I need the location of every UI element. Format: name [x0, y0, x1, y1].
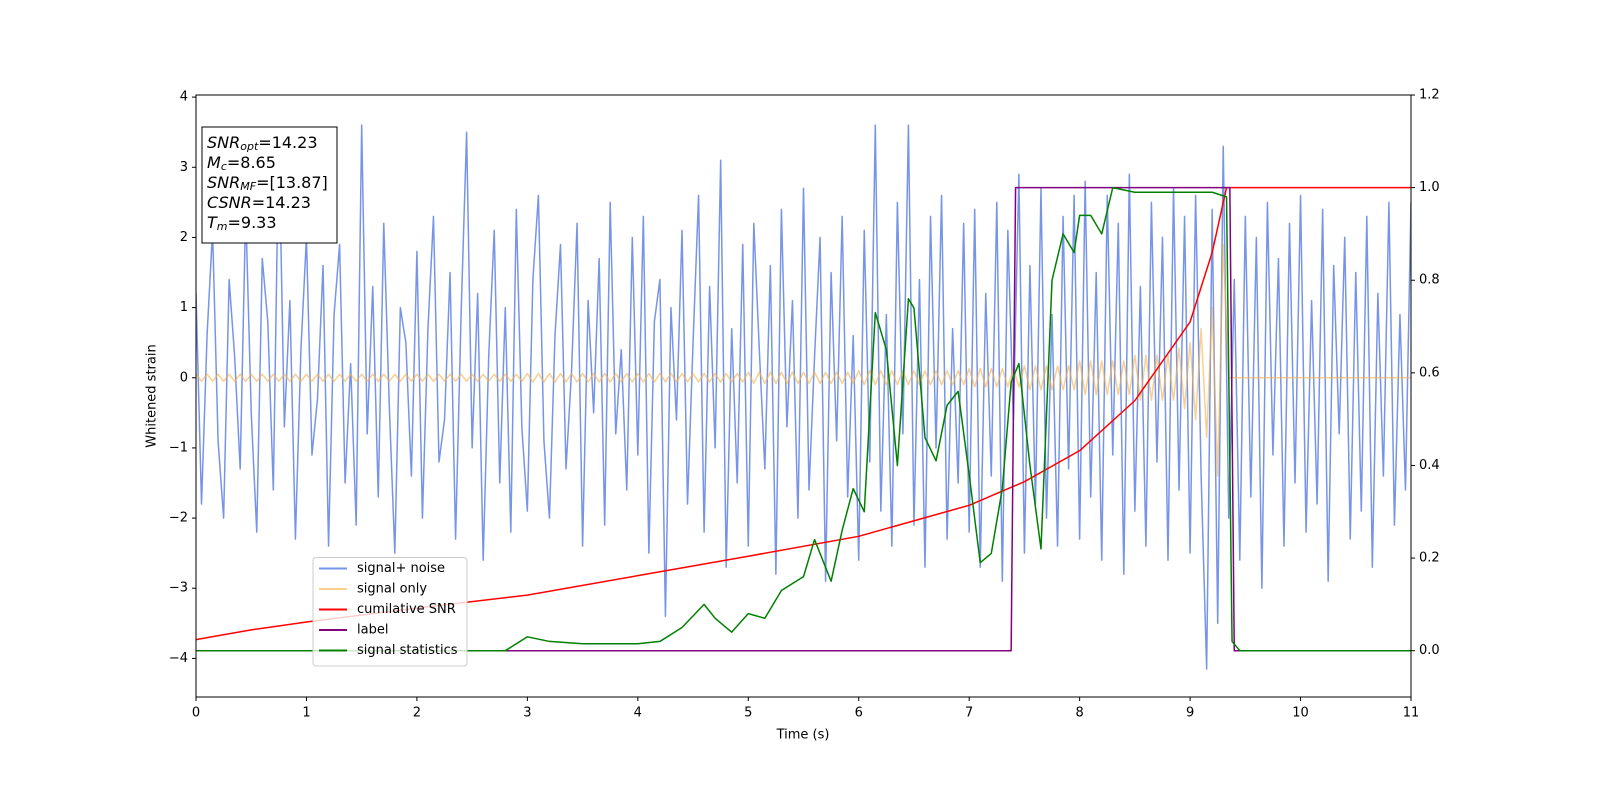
x-tick-label: 7: [965, 706, 973, 721]
x-tick-label: 5: [744, 706, 752, 721]
x-tick-label: 2: [413, 706, 421, 721]
annotation-sub: opt: [240, 140, 259, 153]
series-line: [196, 124, 1411, 670]
legend-label: signal statistics: [357, 643, 458, 658]
annotation-base: M: [207, 153, 221, 172]
annotation-base: SNR: [207, 173, 240, 192]
x-tick-label: 1: [302, 706, 310, 721]
x-tick-label: 8: [1075, 706, 1083, 721]
annotation-box: [201, 126, 338, 244]
y-tick-label: 2: [180, 230, 188, 245]
y2-tick-label: 0.6: [1419, 365, 1440, 380]
annotation-sub: MF: [240, 180, 256, 193]
y2-tick-label: 0.0: [1419, 643, 1440, 658]
annotation-base: SNR: [207, 133, 240, 152]
annotation: CSNR=14.23: [207, 193, 311, 212]
annotation-text: =[13.87]: [256, 173, 328, 192]
legend-label: signal+ noise: [357, 561, 445, 576]
y-tick-label: −3: [169, 581, 188, 596]
annotation-sub: c: [221, 160, 227, 173]
x-tick-label: 11: [1403, 706, 1420, 721]
y-tick-label: 0: [180, 370, 188, 385]
legend-label: cumilative SNR: [357, 602, 456, 617]
annotation-text: =14.23: [252, 193, 311, 212]
x-tick-label: 6: [855, 706, 863, 721]
annotation: Tm=9.33: [207, 213, 277, 234]
y2-tick-label: 0.8: [1419, 273, 1440, 288]
y2-tick-label: 1.0: [1419, 180, 1440, 195]
annotation: SNRMF=[13.87]: [207, 173, 328, 194]
y2-tick-label: 1.2: [1419, 88, 1440, 103]
annotation-base: T: [207, 213, 218, 232]
x-tick-label: 9: [1186, 706, 1194, 721]
legend-label: label: [357, 623, 388, 638]
annotation-text: =9.33: [228, 213, 277, 232]
series-line: [196, 243, 1411, 477]
y2-tick-label: 0.4: [1419, 458, 1440, 473]
x-axis-label: Time (s): [776, 728, 830, 743]
y-tick-label: 1: [180, 300, 188, 315]
y2-tick-label: 0.2: [1419, 551, 1440, 566]
y-tick-label: 3: [180, 160, 188, 175]
annotation-text: =8.65: [227, 153, 276, 172]
legend-box: [312, 557, 468, 667]
y-tick-label: −2: [169, 511, 188, 526]
annotation-text: =14.23: [258, 133, 317, 152]
y-tick-label: −4: [169, 651, 188, 666]
legend-label: signal only: [357, 582, 427, 597]
annotation-base: CSNR: [207, 193, 252, 212]
y-tick-label: 4: [180, 90, 188, 105]
series-line: [196, 186, 1411, 652]
annotation-sub: m: [217, 220, 228, 233]
x-tick-label: 3: [523, 706, 531, 721]
y-tick-label: −1: [169, 440, 188, 455]
x-tick-label: 0: [192, 706, 200, 721]
annotation: Mc=8.65: [207, 153, 276, 174]
y-axis-label: Whitened strain: [145, 344, 160, 447]
x-tick-label: 10: [1292, 706, 1309, 721]
x-tick-label: 4: [634, 706, 642, 721]
axes-frame: [195, 94, 1412, 698]
annotation: SNRopt=14.23: [207, 133, 318, 154]
